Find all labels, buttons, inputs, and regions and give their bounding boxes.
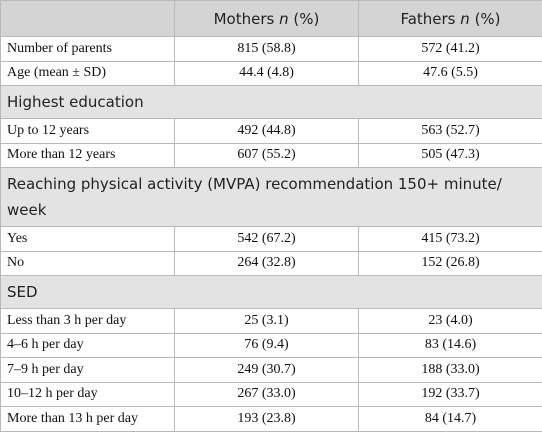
cell-value: 44.4 (4.8)	[174, 60, 359, 86]
cell-value: 192 (33.7)	[358, 381, 542, 407]
cell-value: 267 (33.0)	[174, 381, 359, 407]
row-label: Up to 12 years	[0, 118, 175, 144]
data-row: 7–9 h per day 249 (30.7) 188 (33.0)	[0, 357, 542, 383]
column-name: Fathers	[400, 9, 456, 28]
row-label: Less than 3 h per day	[0, 308, 175, 334]
data-row: No 264 (32.8) 152 (26.8)	[0, 250, 542, 276]
row-label: Yes	[0, 226, 175, 252]
section-heading: Reaching physical activity (MVPA) recomm…	[0, 167, 542, 227]
data-row: 10–12 h per day 267 (33.0) 192 (33.7)	[0, 381, 542, 407]
row-label: 7–9 h per day	[0, 357, 175, 383]
data-row: Yes 542 (67.2) 415 (73.2)	[0, 226, 542, 252]
data-row: More than 12 years 607 (55.2) 505 (47.3)	[0, 142, 542, 168]
data-row: More than 13 h per day 193 (23.8) 84 (14.7…	[0, 406, 542, 432]
column-stat: n	[279, 9, 289, 28]
column-unit: (%)	[474, 9, 501, 28]
cell-value: 607 (55.2)	[174, 142, 359, 168]
data-row: Age (mean ± SD) 44.4 (4.8) 47.6 (5.5)	[0, 60, 542, 86]
data-row: Up to 12 years 492 (44.8) 563 (52.7)	[0, 118, 542, 144]
column-header: Fathers n (%)	[358, 0, 542, 37]
data-row: Less than 3 h per day 25 (3.1) 23 (4.0)	[0, 308, 542, 334]
section-heading: SED	[0, 275, 542, 309]
cell-value: 76 (9.4)	[174, 332, 359, 358]
cell-value: 505 (47.3)	[358, 142, 542, 168]
cell-value: 492 (44.8)	[174, 118, 359, 144]
cell-value: 249 (30.7)	[174, 357, 359, 383]
section-heading: Highest education	[0, 85, 542, 119]
column-header: Mothers n (%)	[174, 0, 359, 37]
header-row: Mothers n (%) Fathers n (%)	[0, 0, 542, 37]
row-label: Age (mean ± SD)	[0, 60, 175, 86]
row-label: 10–12 h per day	[0, 381, 175, 407]
cell-value: 47.6 (5.5)	[358, 60, 542, 86]
row-label: More than 12 years	[0, 142, 175, 168]
cell-value: 83 (14.6)	[358, 332, 542, 358]
row-label: Number of parents	[0, 36, 175, 62]
cell-value: 193 (23.8)	[174, 406, 359, 432]
cell-value: 542 (67.2)	[174, 226, 359, 252]
section-row: Highest education	[0, 85, 542, 119]
row-label: No	[0, 250, 175, 276]
row-label: More than 13 h per day	[0, 406, 175, 432]
cell-value: 815 (58.8)	[174, 36, 359, 62]
column-stat: n	[460, 9, 470, 28]
row-label: 4–6 h per day	[0, 332, 175, 358]
section-row: Reaching physical activity (MVPA) recomm…	[0, 167, 542, 227]
cell-value: 84 (14.7)	[358, 406, 542, 432]
data-row: 4–6 h per day 76 (9.4) 83 (14.6)	[0, 332, 542, 358]
cell-value: 264 (32.8)	[174, 250, 359, 276]
cell-value: 415 (73.2)	[358, 226, 542, 252]
cell-value: 152 (26.8)	[358, 250, 542, 276]
cell-value: 563 (52.7)	[358, 118, 542, 144]
column-unit: (%)	[293, 9, 320, 28]
cell-value: 25 (3.1)	[174, 308, 359, 334]
column-name: Mothers	[213, 9, 275, 28]
corner-cell	[0, 0, 175, 37]
data-row: Number of parents 815 (58.8) 572 (41.2)	[0, 36, 542, 62]
cell-value: 23 (4.0)	[358, 308, 542, 334]
cell-value: 572 (41.2)	[358, 36, 542, 62]
section-row: SED	[0, 275, 542, 309]
cell-value: 188 (33.0)	[358, 357, 542, 383]
